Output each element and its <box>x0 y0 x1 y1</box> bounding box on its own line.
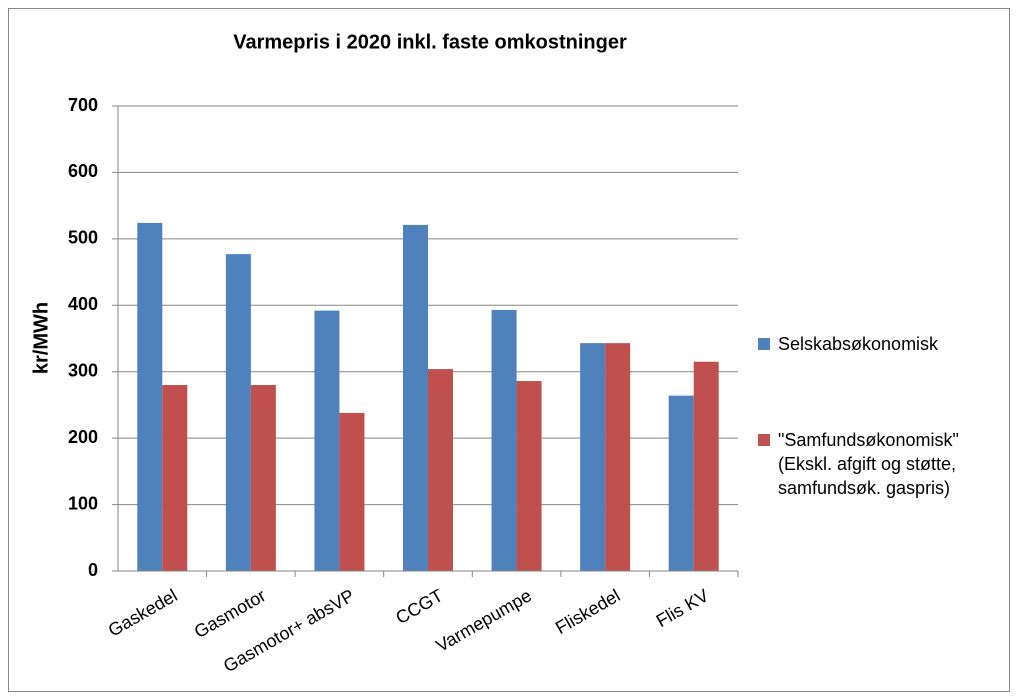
bar <box>137 222 163 571</box>
bar <box>339 412 365 571</box>
bar <box>668 395 694 571</box>
bar <box>250 385 276 571</box>
bar <box>162 385 188 571</box>
bar <box>314 310 340 571</box>
y-tick-label: 700 <box>68 95 98 115</box>
bar <box>516 381 542 571</box>
legend-label: Selskabsøkonomisk <box>778 334 939 354</box>
y-tick-label: 600 <box>68 161 98 181</box>
y-tick-label: 100 <box>68 493 98 513</box>
bar <box>403 224 428 571</box>
bar <box>225 254 251 571</box>
y-axis-label: kr/MWh <box>30 302 52 374</box>
y-tick-label: 500 <box>68 228 98 248</box>
bar <box>428 369 453 571</box>
legend-label: "Samfundsøkonomisk" (Ekskl. afgift og st… <box>778 430 959 498</box>
chart-title: Varmepris i 2020 inkl. faste omkostninge… <box>233 31 627 53</box>
bar <box>491 309 517 571</box>
legend-swatch <box>758 338 770 350</box>
y-tick-label: 300 <box>68 360 98 380</box>
bar <box>605 343 631 571</box>
y-tick-label: 200 <box>68 427 98 447</box>
legend-swatch <box>758 434 770 446</box>
y-tick-label: 0 <box>88 560 98 580</box>
bar <box>693 361 719 571</box>
y-tick-label: 400 <box>68 294 98 314</box>
bar <box>580 343 606 571</box>
